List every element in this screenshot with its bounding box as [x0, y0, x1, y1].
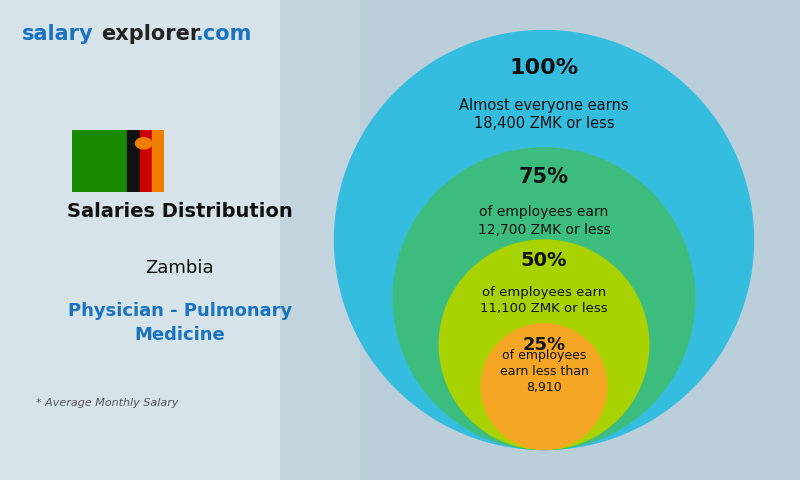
Circle shape	[481, 324, 607, 449]
Text: explorer: explorer	[101, 24, 200, 44]
Text: of employees earn
11,100 ZMK or less: of employees earn 11,100 ZMK or less	[480, 286, 608, 315]
Text: .com: .com	[196, 24, 253, 44]
Text: of employees
earn less than
8,910: of employees earn less than 8,910	[499, 349, 589, 395]
Bar	[140, 130, 152, 192]
Text: 50%: 50%	[521, 252, 567, 270]
Text: Zambia: Zambia	[146, 259, 214, 277]
Text: * Average Monthly Salary: * Average Monthly Salary	[36, 398, 178, 408]
Text: of employees earn
12,700 ZMK or less: of employees earn 12,700 ZMK or less	[478, 205, 610, 237]
Bar	[280, 0, 800, 480]
Text: Almost everyone earns
18,400 ZMK or less: Almost everyone earns 18,400 ZMK or less	[459, 97, 629, 131]
Circle shape	[334, 31, 754, 449]
Text: Salaries Distribution: Salaries Distribution	[67, 202, 293, 221]
Text: Physician - Pulmonary
Medicine: Physician - Pulmonary Medicine	[68, 302, 292, 344]
Bar	[152, 130, 164, 192]
Bar	[127, 130, 140, 192]
Circle shape	[135, 138, 152, 149]
Text: 100%: 100%	[510, 58, 578, 78]
Text: 75%: 75%	[519, 167, 569, 187]
Text: 25%: 25%	[522, 336, 566, 354]
Bar	[0, 0, 360, 480]
Circle shape	[393, 148, 695, 449]
Text: salary: salary	[22, 24, 94, 44]
Circle shape	[439, 240, 649, 449]
